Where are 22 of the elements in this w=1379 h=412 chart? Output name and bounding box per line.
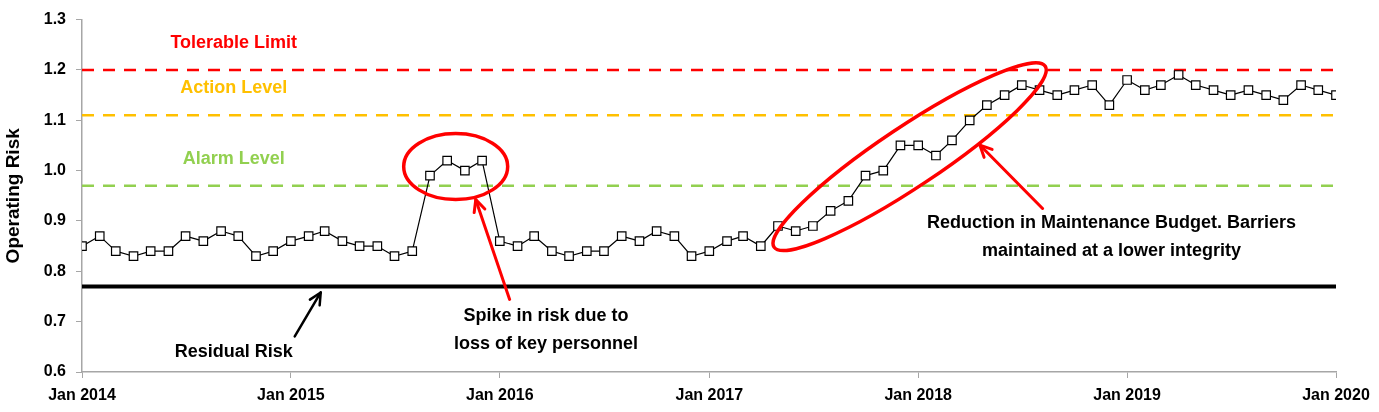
y-tick-label: 1.2 <box>43 60 67 78</box>
x-tick-label: Jan 2020 <box>1302 386 1370 404</box>
y-tick-label: 0.8 <box>43 261 67 279</box>
y-tick-label: 0.6 <box>43 362 67 380</box>
y-tick-label: 1.3 <box>43 10 67 28</box>
ref-line-label: Residual Risk <box>174 341 294 362</box>
x-tick-label: Jan 2019 <box>1093 386 1161 404</box>
x-tick-label: Jan 2014 <box>48 386 116 404</box>
y-tick-label: 0.9 <box>43 211 67 229</box>
annotation: Reduction in Maintenance Budget. Barriers maintained at a lower integrity <box>927 212 1297 261</box>
y-tick-label: 0.7 <box>43 312 67 330</box>
x-tick-label: Jan 2018 <box>884 386 953 404</box>
ref-line-label: Alarm Level <box>182 147 285 168</box>
x-tick-label: Jan 2016 <box>466 386 534 404</box>
x-tick-label: Jan 2017 <box>675 386 744 404</box>
ref-line-label: Action Level <box>180 77 288 98</box>
ref-line-label: Tolerable Limit <box>170 31 298 52</box>
y-tick-label: 1.1 <box>43 110 67 128</box>
x-tick-label: Jan 2015 <box>257 386 325 404</box>
y-tick-label: 1.0 <box>43 161 67 179</box>
y-axis-title: Operating Risk <box>1 127 23 264</box>
annotation: Spike in risk due to loss of key personnel <box>453 305 639 354</box>
